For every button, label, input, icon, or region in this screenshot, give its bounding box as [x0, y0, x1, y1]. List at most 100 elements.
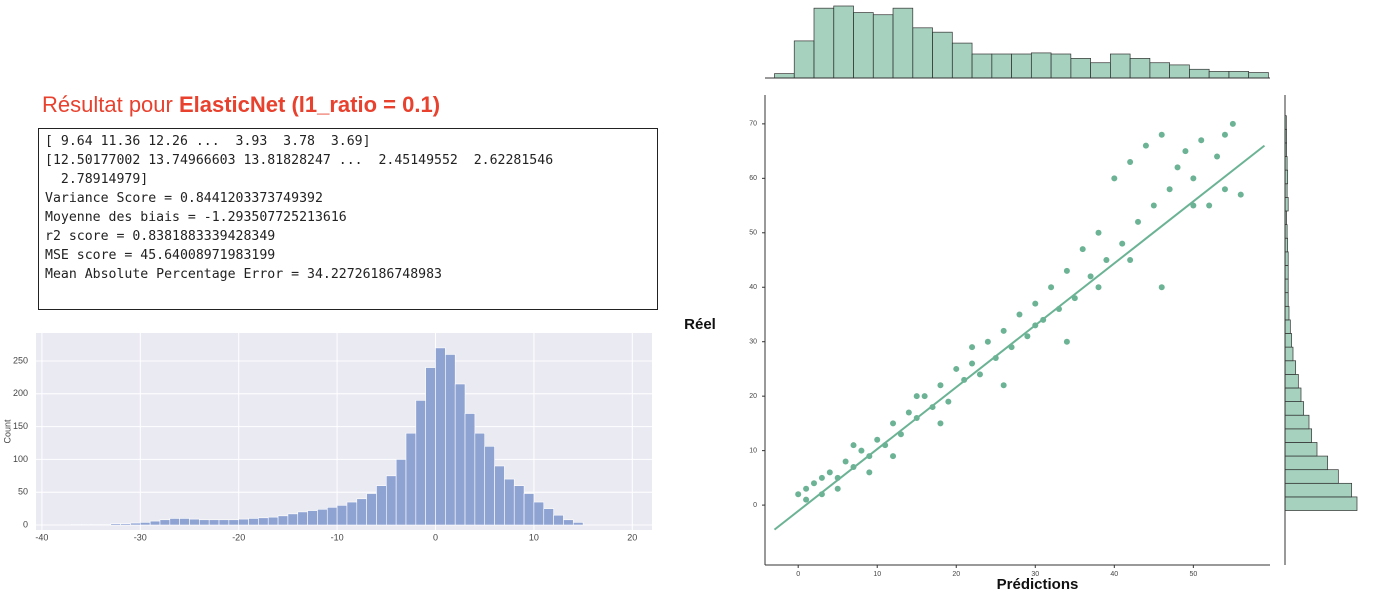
x-tick-label: 20: [627, 532, 637, 542]
marginal-bar: [951, 42, 973, 79]
marginal-bar: [833, 5, 854, 79]
scatter-point: [818, 474, 825, 481]
scatter-point: [866, 469, 873, 476]
scatter-point: [874, 436, 881, 443]
x-tick-label: -30: [134, 532, 147, 542]
bar: [238, 518, 249, 526]
scatter-point: [1087, 273, 1094, 280]
y-axis-label: Count: [2, 419, 12, 444]
scatter-point: [1158, 284, 1165, 291]
output-box: [ 9.64 11.36 12.26 ... 3.93 3.78 3.69] [1…: [38, 128, 658, 310]
bar: [277, 515, 289, 526]
bar: [533, 501, 545, 526]
scatter-point: [913, 393, 920, 400]
bar: [258, 517, 269, 526]
bar: [228, 519, 240, 526]
scatter-point: [937, 420, 944, 427]
marginal-bar: [1050, 53, 1072, 79]
marginal-bar: [1129, 58, 1151, 79]
y-tick-label: 0: [23, 519, 28, 529]
scatter-point: [1000, 327, 1007, 334]
heading: Résultat pour ElasticNet (l1_ratio = 0.1…: [42, 92, 440, 118]
bar: [100, 524, 112, 526]
marginal-bar: [1284, 360, 1297, 375]
bar: [130, 522, 141, 526]
scatter-point: [1079, 246, 1086, 253]
y-tick-label: 30: [749, 339, 757, 346]
output-line: Mean Absolute Percentage Error = 34.2272…: [45, 267, 442, 282]
bar: [494, 465, 505, 526]
bar: [563, 519, 574, 526]
marginal-bar: [932, 31, 953, 79]
x-tick-label: 40: [1110, 571, 1118, 578]
bar: [326, 507, 338, 526]
scatter-point: [1135, 218, 1142, 225]
scatter-point: [1229, 120, 1236, 127]
scatter-point: [834, 485, 841, 492]
scatter-point: [1024, 333, 1031, 340]
marginal-bar: [1284, 305, 1290, 321]
scatter-point: [921, 393, 928, 400]
bar: [248, 518, 259, 526]
y-tick-label: 0: [753, 502, 757, 509]
bar: [395, 459, 407, 526]
output-line: MSE score = 45.64008971983199: [45, 248, 276, 263]
bar: [504, 478, 515, 526]
marginal-bar: [1284, 346, 1294, 362]
scatter-point: [890, 420, 897, 427]
scatter-point: [1032, 300, 1039, 307]
scatter-point: [810, 480, 817, 487]
scatter-point: [1095, 229, 1102, 236]
scatter-point: [1198, 137, 1205, 144]
scatter-point: [1095, 284, 1102, 291]
scatter-point: [1182, 148, 1189, 155]
bar: [287, 513, 299, 526]
output-line: [12.50177002 13.74966603 13.81828247 ...…: [45, 153, 554, 168]
marginal-bar: [1284, 387, 1302, 402]
output-line: Moyenne des biais = -1.293507725213616: [45, 210, 347, 225]
bar: [149, 520, 161, 526]
scatter-point: [842, 458, 849, 465]
marginal-bar: [1284, 469, 1339, 484]
marginal-bar: [1228, 71, 1250, 79]
x-tick-label: -40: [35, 532, 48, 542]
marginal-bar: [971, 53, 993, 79]
x-tick-label: 0: [433, 532, 438, 542]
marginal-bar: [912, 27, 933, 79]
bar: [572, 522, 584, 526]
x-tick-label: 10: [873, 571, 881, 578]
marginal-bar: [1248, 72, 1269, 79]
scatter-point: [1221, 186, 1228, 193]
bar: [90, 524, 102, 526]
scatter-point: [858, 447, 865, 454]
bar: [336, 505, 348, 526]
bar: [435, 347, 446, 526]
y-tick-label: 100: [13, 454, 28, 464]
scatter-point: [1142, 142, 1149, 149]
marginal-bar: [1189, 68, 1210, 79]
scatter-point: [1000, 382, 1007, 389]
marginal-bar: [1284, 482, 1353, 498]
bar: [71, 524, 82, 526]
y-tick-label: 60: [749, 175, 757, 182]
y-tick-label: 50: [18, 487, 28, 497]
bar: [513, 485, 525, 526]
bar: [346, 501, 358, 526]
output-line: 2.78914979]: [45, 172, 149, 187]
x-axis-label: Prédictions: [997, 576, 1079, 593]
x-tick-label: -10: [331, 532, 344, 542]
marginal-bar: [813, 7, 835, 79]
marginal-bar: [892, 7, 914, 79]
marginal-bar: [872, 14, 894, 79]
bar: [356, 498, 367, 526]
bar: [454, 383, 466, 526]
bar: [120, 523, 131, 526]
output-line: [ 9.64 11.36 12.26 ... 3.93 3.78 3.69]: [45, 134, 371, 149]
marginal-bar: [1284, 374, 1299, 389]
scatter-point: [1221, 131, 1228, 138]
marginal-bar: [991, 53, 1012, 79]
bar: [523, 493, 535, 526]
scatter-point: [1127, 257, 1134, 264]
scatter-point: [1237, 191, 1244, 198]
